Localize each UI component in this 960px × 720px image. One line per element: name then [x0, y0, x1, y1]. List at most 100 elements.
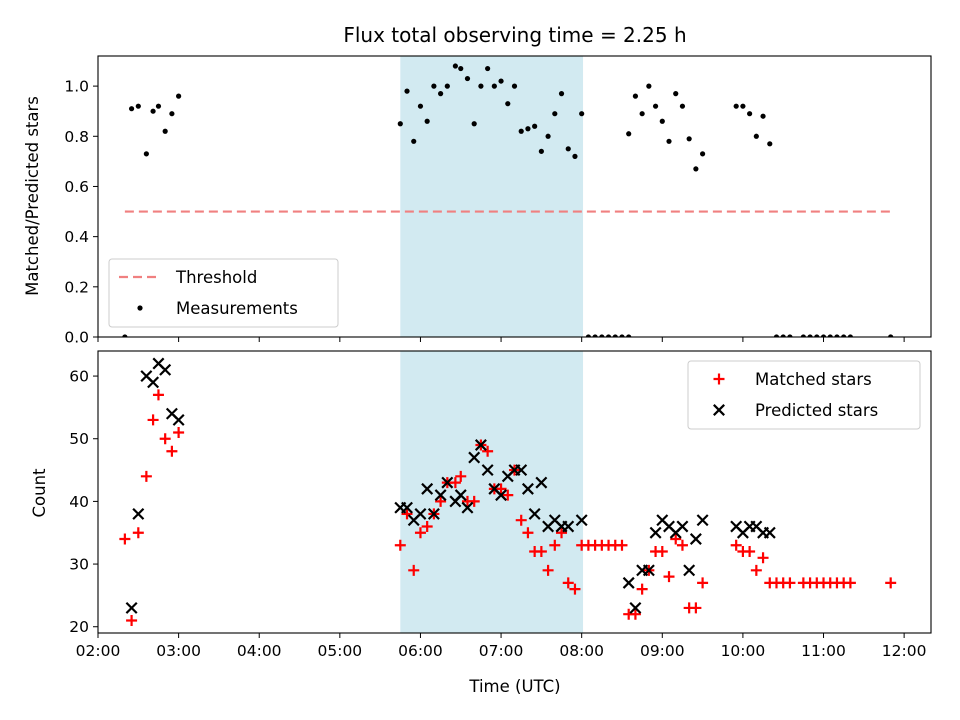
- top-y-axis-label: Matched/Predicted stars: [23, 96, 42, 296]
- y-tick-label: 30: [69, 556, 89, 574]
- predicted-star-point: [676, 520, 689, 533]
- measurement-point: [733, 103, 739, 109]
- predicted-star-point: [515, 464, 528, 477]
- matched-star-point: [697, 577, 709, 589]
- predicted-star-point: [427, 507, 440, 520]
- measurement-point: [780, 334, 786, 337]
- x-tick-label: 03:00: [156, 642, 201, 660]
- y-tick-label: 0.8: [64, 128, 89, 146]
- shaded-span: [400, 56, 584, 337]
- measurement-point: [417, 103, 424, 109]
- measurement-point: [800, 334, 806, 337]
- measurement-point: [150, 108, 156, 114]
- plot-frame: [97, 55, 932, 338]
- measurement-point: [471, 121, 477, 127]
- matched-star-point: [844, 577, 856, 589]
- measurement-point: [155, 103, 162, 109]
- predicted-star-point: [421, 482, 434, 495]
- matched-star-point: [784, 577, 796, 589]
- matched-star-point: [629, 608, 641, 620]
- measurement-point: [699, 151, 706, 157]
- x-tick-label: 05:00: [318, 642, 363, 660]
- matched-star-point: [132, 527, 144, 539]
- predicted-star-point: [481, 464, 494, 477]
- x-tick-label: 11:00: [801, 642, 846, 660]
- measurement-point: [464, 75, 471, 82]
- plot-frame: [97, 350, 932, 634]
- measurement-point: [679, 103, 686, 109]
- x-tick-label: 07:00: [479, 642, 524, 660]
- measurement-point: [538, 148, 544, 154]
- x-tick-label: 08:00: [559, 642, 604, 660]
- measurement-point: [619, 334, 625, 337]
- measurement-point: [545, 133, 551, 139]
- measurement-point: [452, 63, 458, 69]
- measurement-point: [505, 101, 511, 107]
- x-tick-label: 06:00: [398, 642, 443, 660]
- legend-label: Predicted stars: [755, 401, 878, 420]
- measurement-point: [431, 83, 437, 89]
- predicted-star-point: [521, 482, 534, 495]
- measurement-point: [162, 128, 168, 134]
- measurement-point: [639, 111, 645, 117]
- matched-star-point: [455, 470, 467, 482]
- measurement-point: [787, 334, 793, 337]
- matched-star-point: [152, 389, 164, 401]
- predicted-star-point: [622, 576, 635, 589]
- predicted-star-point: [629, 601, 642, 614]
- legend: Matched stars Predicted stars: [687, 360, 921, 430]
- matched-star-point: [449, 477, 461, 489]
- predicted-star-point: [474, 439, 487, 451]
- x-tick-label: 04:00: [237, 642, 282, 660]
- matched-star-point: [757, 552, 769, 564]
- measurement-point: [773, 334, 780, 337]
- measurement-point: [565, 146, 571, 152]
- matched-star-point: [730, 539, 742, 551]
- measurement-point: [491, 83, 497, 89]
- y-tick-label: 40: [69, 493, 89, 511]
- measurement-point: [693, 166, 699, 172]
- measurement-point: [438, 91, 444, 97]
- measurement-point: [176, 93, 182, 99]
- matched-star-point: [119, 533, 131, 545]
- x-tick-label: 10:00: [721, 642, 766, 660]
- matched-star-point: [663, 571, 675, 583]
- matched-star-point: [750, 564, 762, 576]
- matched-star-point: [421, 520, 433, 532]
- matched-star-point: [676, 539, 688, 551]
- measurement-point: [834, 334, 840, 337]
- matched-star-point: [482, 445, 494, 457]
- matched-star-point: [569, 583, 581, 595]
- y-tick-label: 60: [69, 368, 89, 386]
- predicted-star-point: [562, 520, 575, 533]
- measurement-point: [626, 131, 632, 137]
- predicted-star-point: [535, 476, 548, 489]
- measurement-point: [592, 334, 598, 337]
- measurement-point: [841, 334, 847, 337]
- measurement-point: [585, 334, 591, 337]
- measurement-point: [747, 111, 753, 117]
- predicted-star-point: [147, 376, 160, 389]
- predicted-star-point: [683, 564, 696, 577]
- matched-star-point: [670, 533, 682, 545]
- measurement-point: [411, 138, 417, 144]
- y-tick-label: 0.0: [64, 329, 89, 347]
- y-tick-label: 0.6: [64, 178, 89, 196]
- x-tick-label: 12:00: [882, 642, 927, 660]
- matched-star-point: [885, 577, 897, 589]
- legend: Threshold Measurements: [108, 258, 339, 328]
- measurement-point: [632, 93, 639, 99]
- x-tick-label: 09:00: [640, 642, 685, 660]
- predicted-star-point: [763, 526, 776, 539]
- matched-star-point: [173, 426, 185, 438]
- predicted-star-point: [401, 501, 413, 514]
- predicted-star-point: [461, 501, 474, 514]
- predicted-star-point: [125, 601, 138, 614]
- predicted-star-point: [159, 363, 172, 376]
- legend-box: [687, 360, 921, 430]
- matched-star-point: [468, 495, 480, 507]
- measurement-point: [646, 83, 652, 89]
- predicted-star-point: [649, 526, 662, 539]
- measurement-point: [444, 83, 450, 89]
- measurement-point: [485, 65, 491, 72]
